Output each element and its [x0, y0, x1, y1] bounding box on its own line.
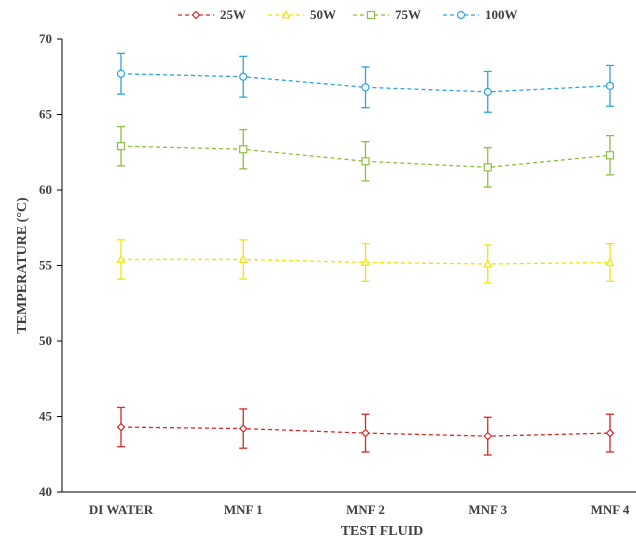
x-tick-label: MNF 3	[468, 502, 507, 517]
data-point-100w	[116, 69, 126, 78]
legend: 25W 50W 75W 100W	[178, 7, 518, 22]
data-point-75w	[239, 145, 248, 154]
data-point-25w	[605, 428, 615, 438]
series-layer	[116, 52, 615, 456]
data-point-25w	[238, 424, 248, 433]
series-25w	[116, 406, 615, 456]
series-line-25w	[120, 426, 611, 437]
legend-label: 50W	[310, 7, 336, 22]
data-point-25w	[116, 422, 126, 432]
x-tick-label: MNF 4	[591, 502, 630, 517]
legend-label: 100W	[485, 7, 518, 22]
y-tick-label: 40	[39, 484, 52, 499]
series-line-50w	[121, 258, 611, 265]
legend-item-100w: 100W	[443, 7, 518, 22]
data-point-75w	[605, 151, 615, 160]
data-point-50w	[605, 257, 615, 266]
data-point-75w	[366, 10, 376, 20]
x-tick-label: MNF 1	[224, 502, 263, 517]
data-point-50w	[360, 257, 371, 266]
data-point-100w	[456, 10, 466, 20]
x-axis-title: TEST FLUID	[341, 524, 424, 539]
data-point-100w	[605, 81, 615, 90]
series-100w	[116, 52, 615, 113]
data-point-25w	[191, 10, 201, 20]
y-tick-label: 70	[39, 31, 52, 46]
y-tick-label: 50	[39, 333, 52, 348]
data-point-100w	[483, 87, 492, 96]
data-point-50w	[116, 254, 126, 263]
legend-label: 75W	[395, 7, 421, 22]
data-point-100w	[361, 83, 370, 92]
x-tick-label: DI WATER	[89, 502, 154, 517]
legend-item-50w: 50W	[268, 7, 336, 22]
data-point-50w	[483, 259, 493, 268]
data-point-50w	[281, 10, 291, 19]
series-75w	[116, 125, 615, 188]
legend-item-75w: 75W	[353, 7, 421, 22]
data-point-25w	[361, 428, 370, 438]
y-axis-title: TEMPERATURE (°C)	[15, 197, 30, 334]
y-tick-label: 60	[39, 182, 52, 197]
x-axis: DI WATER MNF 1 MNF 2 MNF 3 MNF 4	[62, 491, 636, 517]
series-line-100w	[120, 73, 611, 93]
data-point-75w	[483, 163, 492, 172]
legend-item-25w: 25W	[178, 7, 246, 22]
legend-label: 25W	[220, 7, 246, 22]
y-tick-label: 65	[39, 107, 53, 122]
data-point-75w	[116, 142, 126, 151]
series-50w	[116, 239, 615, 284]
y-axis: 40 45 50 55 60 65 70	[39, 31, 63, 499]
data-point-75w	[361, 157, 370, 166]
y-tick-label: 55	[39, 258, 53, 273]
y-tick-label: 45	[39, 409, 53, 424]
x-tick-label: MNF 2	[346, 502, 385, 517]
data-point-50w	[238, 254, 248, 263]
data-point-25w	[483, 431, 493, 441]
data-point-100w	[239, 72, 248, 81]
